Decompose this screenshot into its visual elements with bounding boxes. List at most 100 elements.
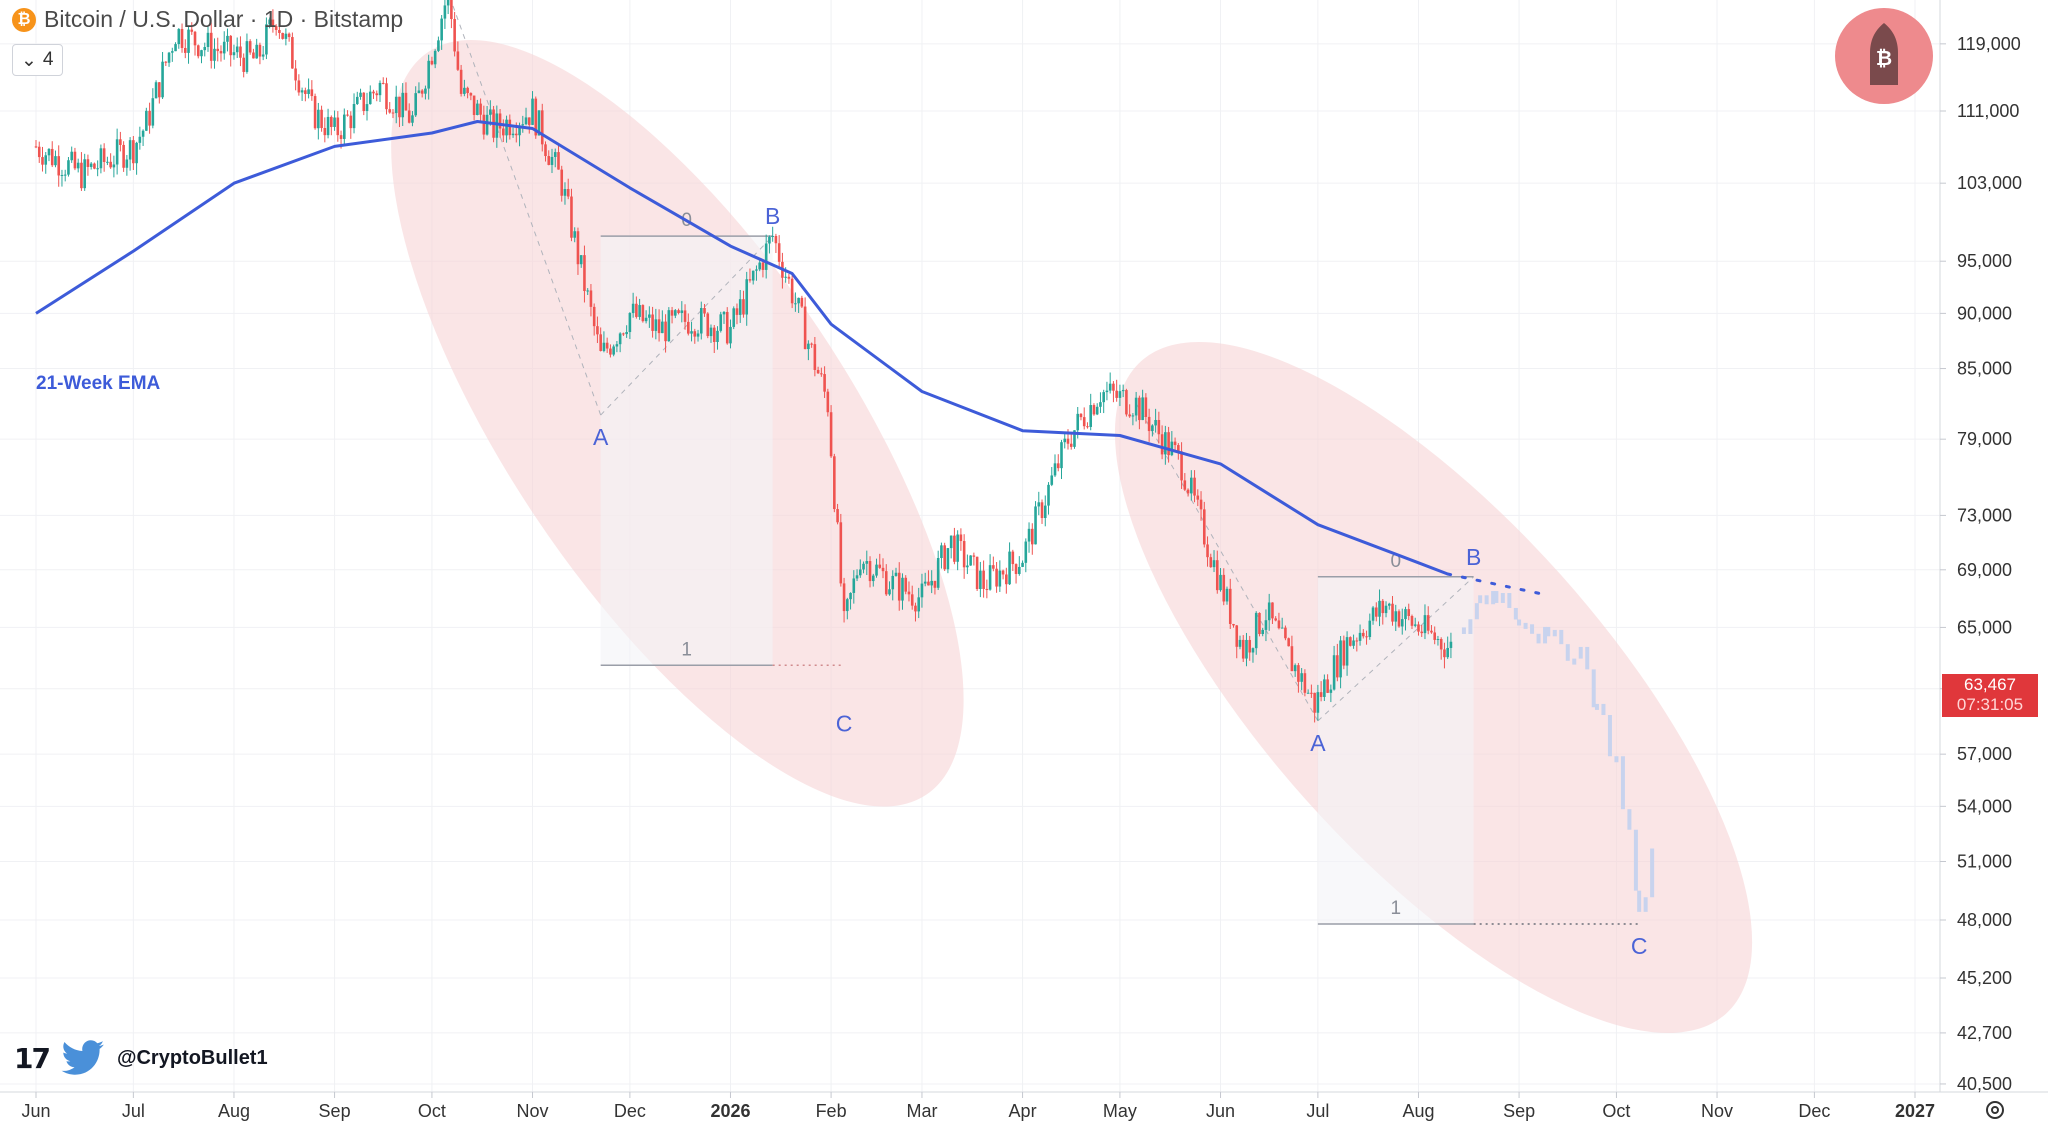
candle-body	[635, 303, 638, 317]
candle-body	[446, 0, 450, 6]
candle-body	[41, 157, 44, 165]
candle-body	[1280, 627, 1284, 629]
projected-bar	[1491, 591, 1496, 605]
candle-body	[291, 37, 294, 69]
candle-body	[544, 144, 547, 157]
candle-body	[287, 33, 291, 38]
candle-body	[1368, 620, 1372, 637]
candle-body	[1271, 602, 1274, 619]
candle-body	[631, 303, 635, 314]
projected-bar	[1601, 703, 1606, 716]
candle-body	[946, 548, 950, 570]
candle-body	[959, 534, 963, 542]
candle-body	[323, 128, 327, 136]
candle-body	[284, 33, 288, 39]
projected-bar	[1650, 848, 1655, 898]
candle-body	[962, 541, 966, 568]
projected-bar	[1637, 890, 1642, 912]
candle-body	[1034, 506, 1037, 545]
y-tick-label: 119,000	[1957, 34, 2021, 54]
candle-body	[1326, 679, 1329, 693]
candle-body	[599, 334, 602, 351]
candle-body	[1102, 392, 1105, 403]
candle-body	[1362, 632, 1365, 637]
projected-bar	[1517, 619, 1522, 626]
author-avatar[interactable]: ₿	[1835, 8, 1933, 104]
candle-body	[531, 98, 534, 125]
candle-body	[800, 297, 804, 307]
candle-body	[1206, 544, 1209, 558]
candle-body	[463, 87, 466, 94]
projected-bar	[1585, 646, 1590, 670]
candle-body	[50, 148, 54, 166]
candle-body	[44, 155, 48, 165]
projected-bar	[1594, 703, 1599, 710]
tradingview-logo: 17	[14, 1041, 51, 1075]
candle-body	[57, 156, 61, 176]
candle-body	[355, 96, 359, 104]
candle-body	[1173, 441, 1177, 446]
candle-body	[693, 331, 697, 337]
candle-body	[1138, 397, 1141, 421]
candle-body	[339, 135, 343, 139]
candle-body	[317, 109, 320, 129]
candle-body	[706, 313, 710, 337]
candle-body	[956, 534, 959, 562]
candle-body	[1310, 692, 1313, 694]
candle-body	[589, 290, 593, 307]
candle-body	[1170, 441, 1174, 456]
candle-body	[414, 93, 417, 116]
candle-body	[1121, 390, 1125, 392]
candle-body	[1167, 432, 1170, 456]
candle-body	[573, 231, 577, 238]
indicators-toggle-button[interactable]: ⌄ 4	[12, 44, 63, 76]
candle-body	[304, 90, 307, 94]
candle-body	[1446, 647, 1449, 658]
candle-body	[703, 308, 706, 314]
candle-body	[1407, 609, 1411, 616]
wave-connector	[1135, 402, 1319, 722]
indicator-count: 4	[42, 49, 54, 70]
candle-body	[310, 89, 314, 97]
candle-body	[167, 52, 171, 63]
candle-body	[265, 24, 268, 55]
candle-body	[842, 583, 846, 612]
candle-body	[881, 567, 885, 572]
candle-body	[790, 278, 794, 304]
candle-body	[1245, 639, 1248, 659]
candle-body	[1180, 451, 1183, 481]
candle-body	[342, 114, 346, 139]
candle-body	[712, 327, 716, 343]
candle-body	[592, 306, 596, 327]
y-tick-label: 95,000	[1957, 251, 2012, 271]
candle-body	[427, 60, 430, 89]
candle-body	[1001, 570, 1005, 575]
candle-body	[625, 332, 628, 335]
candle-body	[469, 93, 473, 96]
candle-body	[229, 35, 233, 56]
candle-body	[67, 160, 70, 175]
y-tick-label: 73,000	[1957, 505, 2012, 525]
candle-body	[586, 290, 589, 292]
candle-body	[372, 91, 375, 94]
candle-body	[1141, 397, 1144, 421]
candle-body	[979, 570, 982, 589]
candle-body	[761, 262, 765, 270]
candle-body	[557, 152, 560, 170]
projected-bar	[1461, 627, 1466, 634]
projected-bar	[1546, 626, 1551, 637]
candle-body	[1147, 416, 1151, 432]
settings-icon[interactable]	[1983, 1098, 2007, 1122]
candle-body	[888, 589, 891, 595]
ema-projection	[1446, 572, 1550, 597]
candle-body	[612, 346, 615, 355]
candle-body	[307, 89, 310, 94]
candle-body	[362, 92, 366, 112]
candle-body	[1177, 445, 1180, 452]
fib-label: 0	[1390, 551, 1401, 572]
y-tick-label: 51,000	[1957, 851, 2012, 871]
candle-body	[923, 581, 927, 584]
candle-body	[1258, 612, 1261, 635]
x-tick-label: Nov	[1701, 1101, 1733, 1121]
